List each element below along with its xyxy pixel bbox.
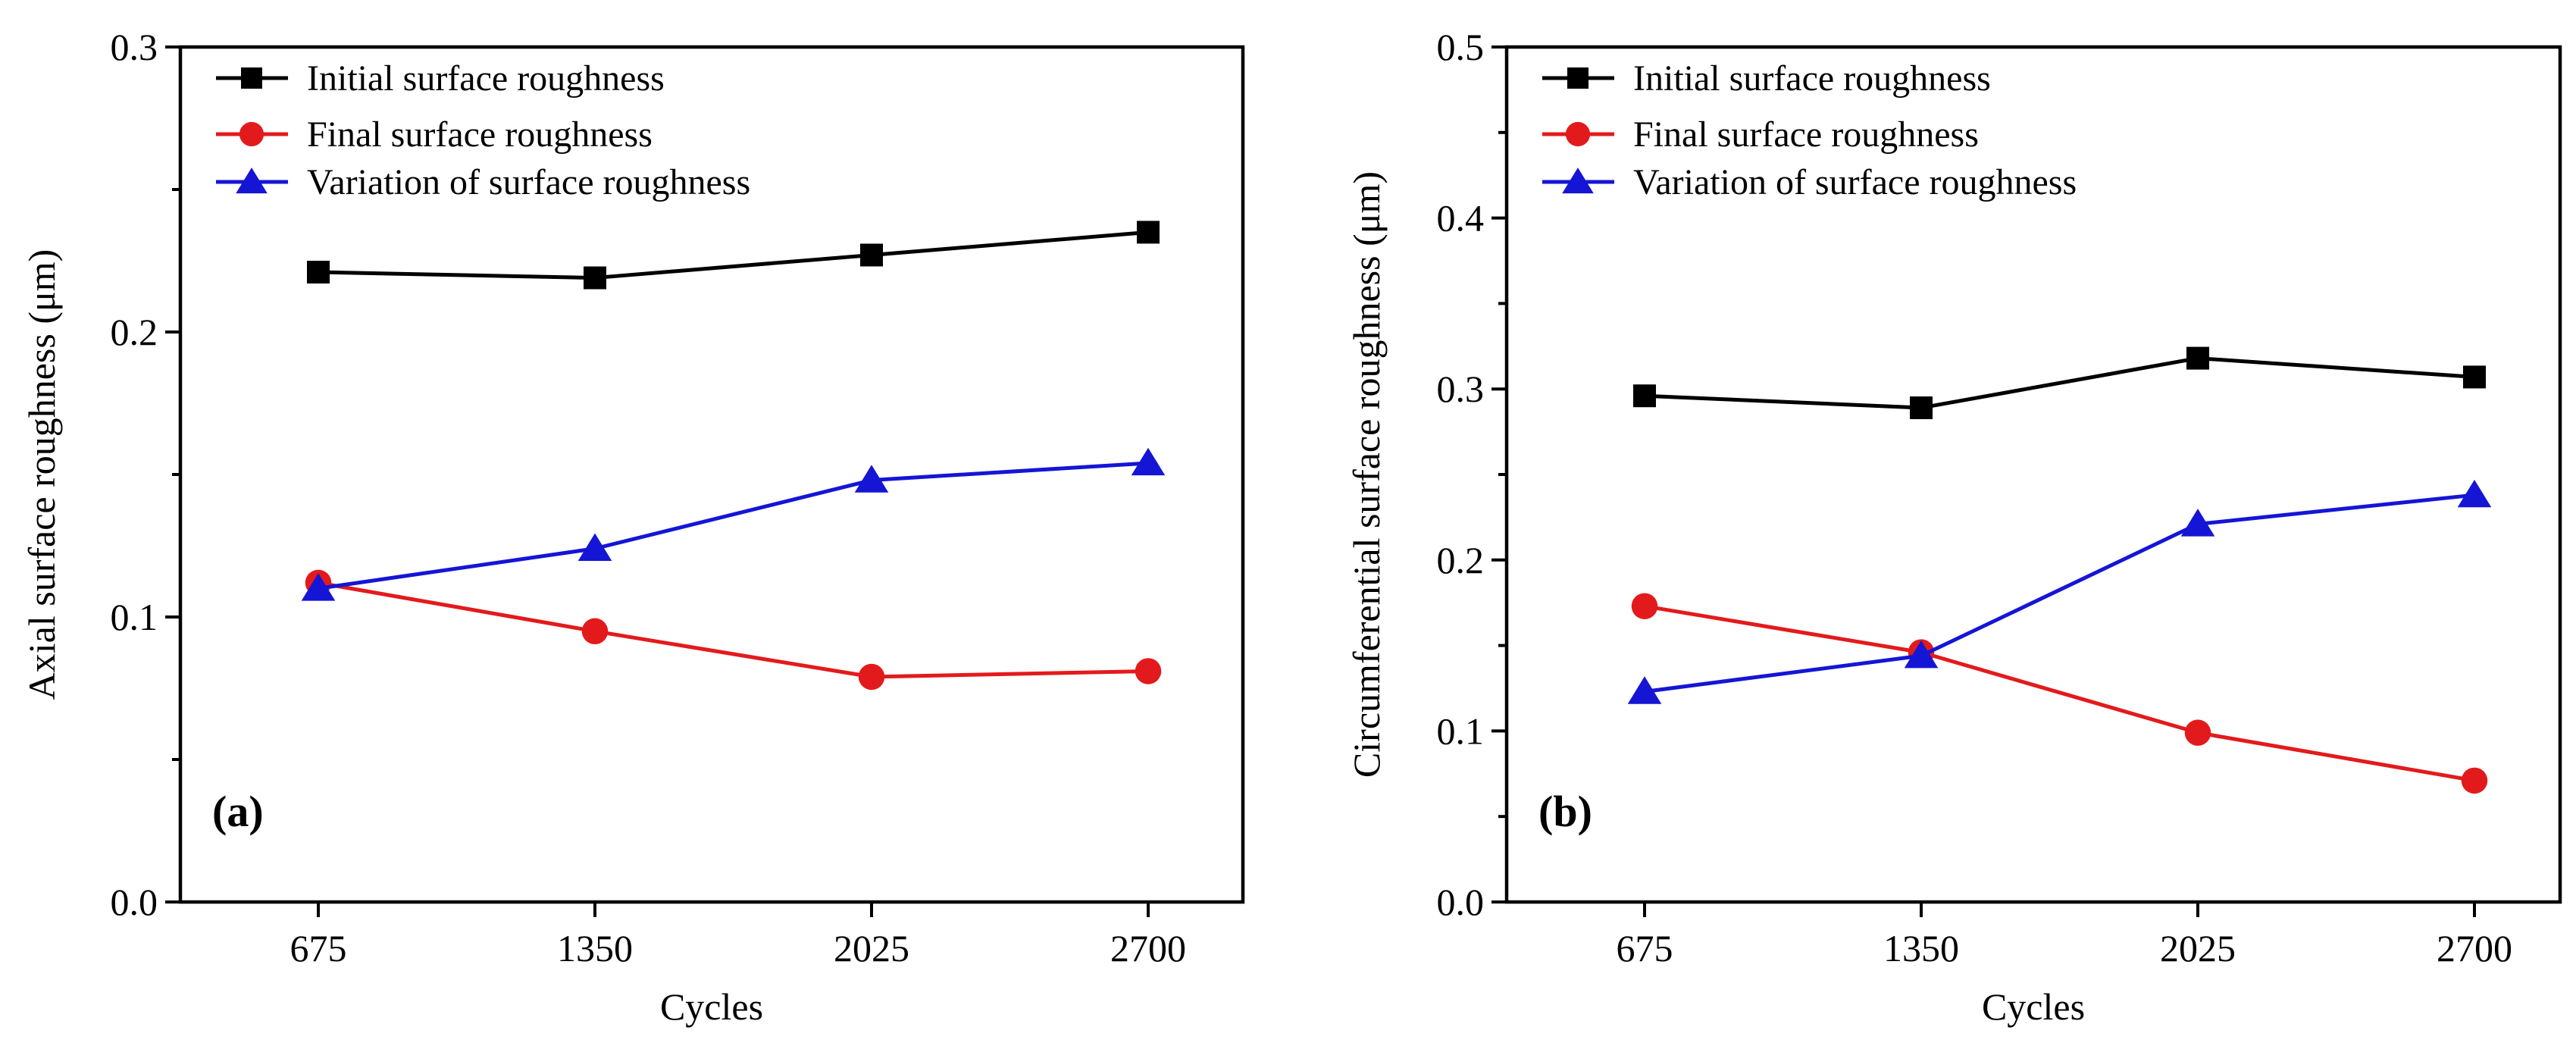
legend-marker-circle (239, 121, 264, 147)
data-point-circle (581, 618, 609, 645)
data-point-square (2186, 346, 2209, 370)
y-tick-label: 0.4 (1437, 197, 1485, 240)
x-axis-label: Cycles (1982, 985, 2085, 1028)
legend-marker-triangle (236, 168, 268, 194)
data-point-circle (2461, 767, 2488, 794)
series-line-triangle (1644, 493, 2475, 694)
legend-entry: Variation of surface roughness (1633, 162, 2077, 202)
data-point-triangle (854, 465, 889, 493)
legend-entry: Final surface roughness (1633, 114, 1979, 155)
data-point-triangle (301, 573, 336, 601)
panel-label: (b) (1538, 787, 1592, 836)
legend-entry: Final surface roughness (307, 114, 653, 155)
data-point-triangle (1131, 447, 1166, 476)
y-tick-label: 0.5 (1437, 26, 1485, 68)
legend-marker-circle (1565, 121, 1591, 147)
panel-a: 0.0 0.1 0.2 0.3 675 1350 2025 2700 Cycles Axial s… (20, 26, 1245, 1028)
x-tick-label: 675 (1617, 927, 1673, 969)
x-tick-label: 1350 (1883, 927, 1959, 969)
data-point-triangle (2457, 479, 2492, 508)
panel-label: (a) (212, 787, 264, 836)
series-line-circle (1644, 604, 2475, 783)
x-tick-label: 2700 (1110, 927, 1186, 969)
legend-marker-square (1567, 67, 1588, 89)
data-point-triangle (1627, 676, 1662, 704)
data-point-square (307, 261, 330, 284)
data-point-square (860, 243, 883, 267)
y-tick-label: 0.3 (111, 26, 158, 68)
data-point-square (2463, 365, 2486, 389)
legend-marker-square (241, 67, 262, 89)
data-point-circle (858, 663, 885, 691)
legend-entry: Initial surface roughness (1633, 58, 1991, 99)
data-point-triangle (577, 533, 612, 561)
y-tick-label: 0.2 (1437, 539, 1485, 581)
legend-entry: Variation of surface roughness (307, 162, 750, 202)
y-tick-label: 0.1 (111, 596, 158, 638)
legend-entry: Initial surface roughness (307, 58, 665, 99)
x-tick-label: 2025 (834, 927, 909, 969)
y-tick-label: 0.2 (111, 311, 158, 353)
series-line-square (1644, 356, 2475, 410)
legend-marker-triangle (1562, 168, 1594, 194)
data-point-square (1137, 221, 1160, 244)
data-point-circle (2184, 719, 2211, 746)
y-tick-label: 0.1 (1437, 709, 1485, 752)
data-point-triangle (1904, 640, 1939, 669)
y-tick-label: 0.3 (1437, 368, 1485, 410)
x-tick-label: 2700 (2437, 927, 2512, 969)
x-tick-label: 2025 (2160, 927, 2236, 969)
y-tick-label: 0.0 (1437, 881, 1485, 923)
data-point-circle (1135, 658, 1162, 684)
data-point-square (1910, 396, 1933, 420)
y-axis-label: Axial surface roughness (μm) (20, 249, 63, 700)
series-line-square (318, 230, 1149, 280)
data-point-square (1633, 384, 1656, 408)
y-axis-label: Circumferential surface roughness (μm) (1345, 171, 1388, 778)
y-tick-label: 0.0 (111, 881, 158, 923)
series-line-circle (318, 581, 1149, 679)
data-point-triangle (2180, 509, 2215, 537)
panel-b: 0.0 0.1 0.2 0.3 0.4 0.5 675 1350 2025 2700 Cycles C… (1345, 26, 2562, 1028)
data-point-square (584, 266, 606, 290)
data-point-circle (1631, 593, 1658, 619)
x-tick-label: 675 (290, 927, 347, 969)
x-axis-label: Cycles (660, 985, 763, 1028)
x-tick-label: 1350 (557, 927, 633, 969)
series-line-triangle (318, 461, 1149, 590)
